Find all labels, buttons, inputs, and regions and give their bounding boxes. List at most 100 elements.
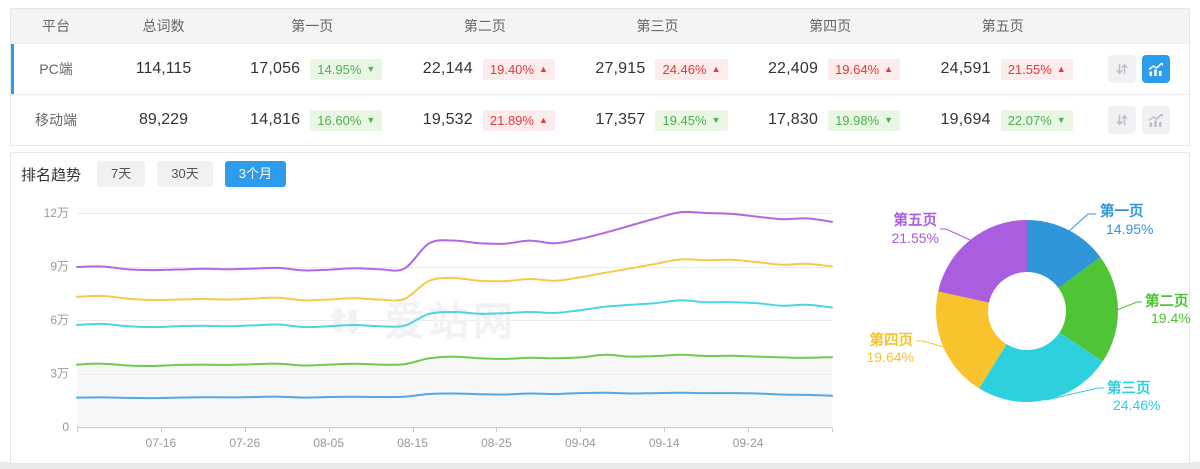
trend-arrow-icon: ▲	[711, 63, 721, 74]
donut-leader-line	[1067, 213, 1096, 233]
row-actions	[1089, 55, 1189, 83]
chart-toggle-button[interactable]	[1142, 55, 1170, 83]
page4-cell: 17,830 19.98% ▼	[744, 109, 917, 131]
change-percent: 14.95%	[317, 61, 362, 77]
trend-arrow-icon: ▼	[884, 114, 894, 125]
trend-arrow-icon: ▼	[366, 114, 376, 125]
donut-leader-line	[1116, 301, 1142, 311]
x-tick-label: 08-05	[313, 436, 344, 450]
trend-line-1	[76, 391, 833, 400]
change-badge: 19.98% ▼	[828, 109, 901, 131]
page2-cell: 22,144 19.40% ▲	[399, 58, 572, 80]
watermark: 爱站网	[329, 300, 513, 344]
x-tick-label: 08-25	[481, 436, 512, 450]
page-count: 14,816	[250, 111, 301, 128]
trend-arrow-icon: ▼	[711, 114, 721, 125]
col-header-total: 总词数	[142, 18, 185, 34]
change-badge: 19.45% ▼	[655, 109, 728, 131]
donut-leader-line	[1045, 387, 1104, 401]
change-badge: 21.89% ▲	[482, 109, 555, 131]
sort-button[interactable]	[1108, 55, 1136, 83]
trend-line-3	[76, 299, 833, 329]
table-row-pc[interactable]: PC端 114,115 17,056 14.95% ▼ 22,144 19.40%…	[11, 43, 1189, 94]
col-header-platform: 平台	[42, 18, 70, 34]
y-tick-label: 6万	[50, 313, 69, 327]
total-count: 114,115	[135, 60, 192, 77]
donut-label: 第二页	[1145, 292, 1189, 310]
donut-percent: 14.95%	[1106, 221, 1153, 237]
page3-cell: 27,915 24.46% ▲	[571, 58, 744, 80]
page-count: 27,915	[595, 60, 646, 77]
tab-7days[interactable]: 7天	[97, 161, 146, 187]
donut-label: 第四页	[870, 331, 914, 349]
donut-label: 第一页	[1100, 202, 1144, 220]
change-badge: 21.55% ▲	[1000, 58, 1073, 80]
sort-arrows-icon	[1116, 114, 1128, 126]
col-header-page4: 第四页	[809, 18, 852, 34]
chart-toggle-button[interactable]	[1142, 106, 1170, 134]
tab-3months[interactable]: 3个月	[224, 161, 286, 187]
change-percent: 19.45%	[662, 112, 707, 128]
page1-cell: 17,056 14.95% ▼	[226, 58, 399, 80]
row-actions	[1089, 106, 1189, 134]
trend-body: 爱站网 07-16 07-26 08-05 08-15 08-25 09-04 09-14 09…	[11, 189, 1191, 461]
trend-header: 排名趋势 7天 30天 3个月	[11, 153, 1189, 189]
y-tick-label: 12万	[44, 206, 69, 220]
donut-label: 第三页	[1107, 379, 1151, 397]
page-count: 19,532	[422, 111, 473, 128]
total-count: 89,229	[139, 111, 188, 128]
page4-cell: 22,409 19.64% ▲	[744, 58, 917, 80]
change-badge: 19.40% ▲	[482, 58, 555, 80]
x-tick-label: 08-15	[397, 436, 428, 450]
y-tick-label: 9万	[50, 260, 69, 274]
change-percent: 22.07%	[1007, 112, 1052, 128]
donut-slice-4	[936, 291, 1007, 389]
change-badge: 16.60% ▼	[310, 109, 383, 131]
table-row-mobile[interactable]: 移动端 89,229 14,816 16.60% ▼ 19,532 21.89% ▲…	[11, 94, 1189, 145]
chart-line-icon	[1148, 62, 1163, 76]
change-badge: 14.95% ▼	[310, 58, 383, 80]
donut-slice-3	[979, 332, 1103, 402]
area-fill	[77, 354, 832, 427]
y-tick-label: 3万	[50, 367, 69, 381]
page-count: 19,694	[940, 111, 991, 128]
trend-line-4	[76, 258, 833, 302]
trend-title: 排名趋势	[21, 166, 82, 184]
table-header-row: 平台 总词数 第一页 第二页 第三页 第四页 第五页	[11, 9, 1189, 43]
change-percent: 19.98%	[835, 112, 880, 128]
trend-card: 排名趋势 7天 30天 3个月 爱站网 07-16 07-26 08-05 08-15 0…	[10, 152, 1191, 464]
page-count: 17,357	[595, 111, 646, 128]
tab-30days[interactable]: 30天	[157, 161, 213, 187]
col-header-page2: 第二页	[463, 18, 506, 34]
x-tick-label: 09-14	[649, 436, 680, 450]
platform-label: PC端	[39, 61, 73, 77]
y-tick-label: 0	[62, 420, 69, 434]
donut-label: 第五页	[894, 211, 938, 229]
x-tick-label: 07-26	[229, 436, 260, 450]
trend-arrow-icon: ▼	[1056, 114, 1066, 125]
donut-slice-5	[938, 220, 1027, 303]
donut-slice-2	[1058, 257, 1118, 362]
sort-button[interactable]	[1108, 106, 1136, 134]
change-percent: 19.64%	[835, 61, 880, 77]
change-badge: 19.64% ▲	[828, 58, 901, 80]
page-count: 22,409	[767, 60, 819, 77]
col-header-page5: 第五页	[981, 18, 1024, 34]
donut-percent: 19.64%	[867, 349, 914, 365]
trend-arrow-icon: ▲	[884, 63, 894, 74]
page-count: 17,056	[250, 60, 301, 77]
x-tick-label: 07-16	[146, 436, 177, 450]
page5-cell: 24,591 21.55% ▲	[916, 58, 1089, 80]
change-percent: 16.60%	[317, 112, 362, 128]
trend-arrow-icon: ▲	[1056, 63, 1066, 74]
col-header-page1: 第一页	[291, 18, 334, 34]
change-percent: 19.40%	[489, 61, 534, 77]
col-header-page3: 第三页	[636, 18, 679, 34]
change-percent: 21.55%	[1007, 61, 1052, 77]
donut-percent: 24.46%	[1113, 397, 1160, 413]
page2-cell: 19,532 21.89% ▲	[399, 109, 572, 131]
trend-line-2	[76, 353, 833, 368]
page-count: 22,144	[422, 60, 473, 77]
